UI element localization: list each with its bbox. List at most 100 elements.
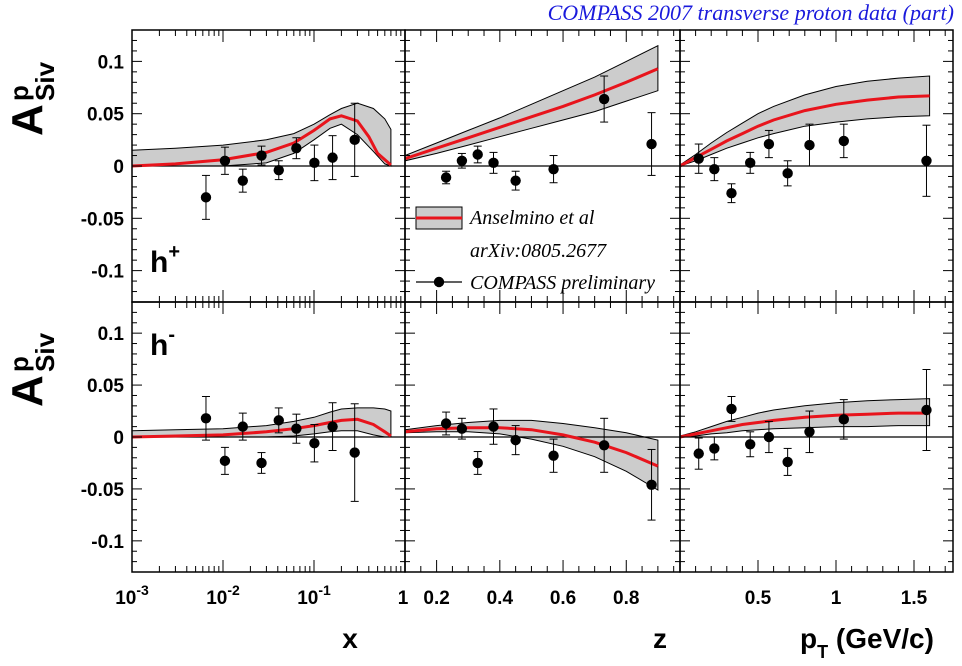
panel-label-hminus: h- bbox=[150, 324, 175, 362]
panel-hminus-x bbox=[132, 396, 405, 502]
data-point bbox=[693, 153, 704, 164]
data-point bbox=[327, 421, 338, 432]
data-point bbox=[219, 155, 231, 166]
y-tick-label: 0.05 bbox=[87, 376, 124, 397]
y-tick-label: -0.1 bbox=[91, 532, 124, 553]
y-tick-label: -0.05 bbox=[81, 209, 125, 230]
data-point bbox=[200, 192, 212, 203]
y-axis-title: A bbox=[3, 375, 52, 407]
data-point bbox=[256, 457, 267, 469]
legend-label-theory-ref: arXiv:0805.2677 bbox=[470, 240, 607, 262]
data-point bbox=[548, 450, 559, 461]
data-point bbox=[646, 479, 657, 490]
data-point bbox=[838, 135, 849, 147]
data-point bbox=[693, 448, 704, 459]
data-point bbox=[488, 421, 499, 432]
x-tick-label: 10-1 bbox=[297, 582, 331, 609]
legend-label-data: COMPASS preliminary bbox=[470, 272, 655, 294]
theory-curve bbox=[132, 114, 392, 168]
data-point bbox=[349, 134, 360, 146]
data-point bbox=[726, 188, 737, 199]
data-point bbox=[510, 434, 521, 446]
y-axis-labels: -0.1-0.0500.050.1ASivp-0.1-0.0500.050.1A… bbox=[3, 52, 124, 552]
data-point bbox=[237, 421, 248, 432]
x-tick-label: 0.6 bbox=[550, 588, 576, 609]
x-tick-label: 0.5 bbox=[745, 588, 772, 609]
data-point bbox=[309, 157, 320, 169]
data-point bbox=[291, 143, 302, 154]
data-point bbox=[709, 163, 720, 175]
panel-hplus-pT bbox=[680, 75, 953, 204]
data-point bbox=[456, 155, 468, 166]
x-tick-label: 1 bbox=[398, 588, 409, 609]
data-point bbox=[440, 418, 452, 429]
data-point bbox=[309, 438, 320, 449]
data-point bbox=[273, 415, 284, 426]
y-tick-label: -0.05 bbox=[81, 480, 125, 501]
data-point bbox=[709, 443, 720, 454]
data-point bbox=[804, 426, 815, 438]
y-tick-label: 0.05 bbox=[87, 105, 124, 126]
y-axis-title-sub: Siv bbox=[30, 332, 60, 372]
data-point bbox=[456, 423, 468, 434]
legend: Anselmino et al arXiv:0805.2677 COMPASS pr… bbox=[415, 206, 655, 294]
data-point bbox=[921, 404, 932, 416]
panel-hminus-z bbox=[405, 408, 680, 521]
data-point bbox=[200, 413, 212, 424]
y-axis-title-sup: p bbox=[4, 356, 34, 372]
data-point bbox=[548, 163, 559, 175]
theory-band bbox=[680, 75, 931, 167]
theory-band bbox=[405, 44, 659, 162]
panel-frame bbox=[679, 301, 954, 573]
y-axis-title-sup: p bbox=[4, 85, 34, 101]
data-point bbox=[804, 139, 815, 151]
chart-title: COMPASS 2007 transverse proton data (par… bbox=[548, 0, 954, 25]
data-point bbox=[646, 138, 657, 150]
x-tick-label: 0.8 bbox=[613, 588, 639, 609]
y-tick-label: 0 bbox=[113, 157, 124, 178]
data-point bbox=[219, 455, 231, 467]
panels-group: h+ h- bbox=[131, 29, 954, 573]
data-point bbox=[256, 150, 267, 161]
data-point bbox=[745, 157, 756, 169]
data-point bbox=[598, 440, 610, 451]
theory-curve bbox=[405, 67, 659, 161]
data-point bbox=[472, 149, 483, 160]
y-axis-title: A bbox=[3, 104, 52, 136]
data-point bbox=[349, 447, 360, 458]
data-point bbox=[488, 157, 499, 169]
x-axis-title-pt: pT (GeV/c) bbox=[800, 623, 934, 662]
y-tick-label: 0.1 bbox=[98, 52, 125, 73]
data-point bbox=[510, 175, 521, 186]
data-point bbox=[763, 431, 775, 443]
x-tick-label: 1.5 bbox=[901, 588, 928, 609]
legend-label-theory: Anselmino et al bbox=[468, 207, 595, 229]
data-point bbox=[237, 175, 248, 186]
y-tick-label: 0.1 bbox=[98, 324, 125, 345]
data-point bbox=[838, 414, 849, 425]
data-point bbox=[763, 138, 775, 150]
panel-hminus-pT bbox=[680, 369, 953, 476]
data-point bbox=[327, 152, 338, 163]
theory-curve bbox=[680, 94, 930, 168]
y-tick-label: 0 bbox=[113, 428, 124, 449]
x-tick-label: 0.4 bbox=[487, 588, 514, 609]
x-axis-title-z: z bbox=[653, 623, 667, 654]
data-point bbox=[726, 403, 737, 415]
data-point bbox=[440, 172, 452, 183]
y-axis-title-sub: Siv bbox=[30, 61, 60, 101]
x-tick-label: 1 bbox=[831, 588, 842, 609]
y-tick-label: -0.1 bbox=[91, 262, 124, 283]
data-point bbox=[745, 439, 756, 450]
x-tick-label: 10-3 bbox=[115, 582, 149, 609]
data-point bbox=[782, 168, 793, 179]
x-tick-label: 10-2 bbox=[206, 582, 240, 609]
data-point bbox=[782, 456, 793, 468]
data-point bbox=[598, 93, 610, 105]
data-point bbox=[472, 457, 483, 469]
panel-hplus-x bbox=[132, 102, 405, 220]
x-tick-label: 0.2 bbox=[423, 588, 449, 609]
theory-curve bbox=[132, 417, 392, 439]
data-point bbox=[273, 164, 284, 176]
